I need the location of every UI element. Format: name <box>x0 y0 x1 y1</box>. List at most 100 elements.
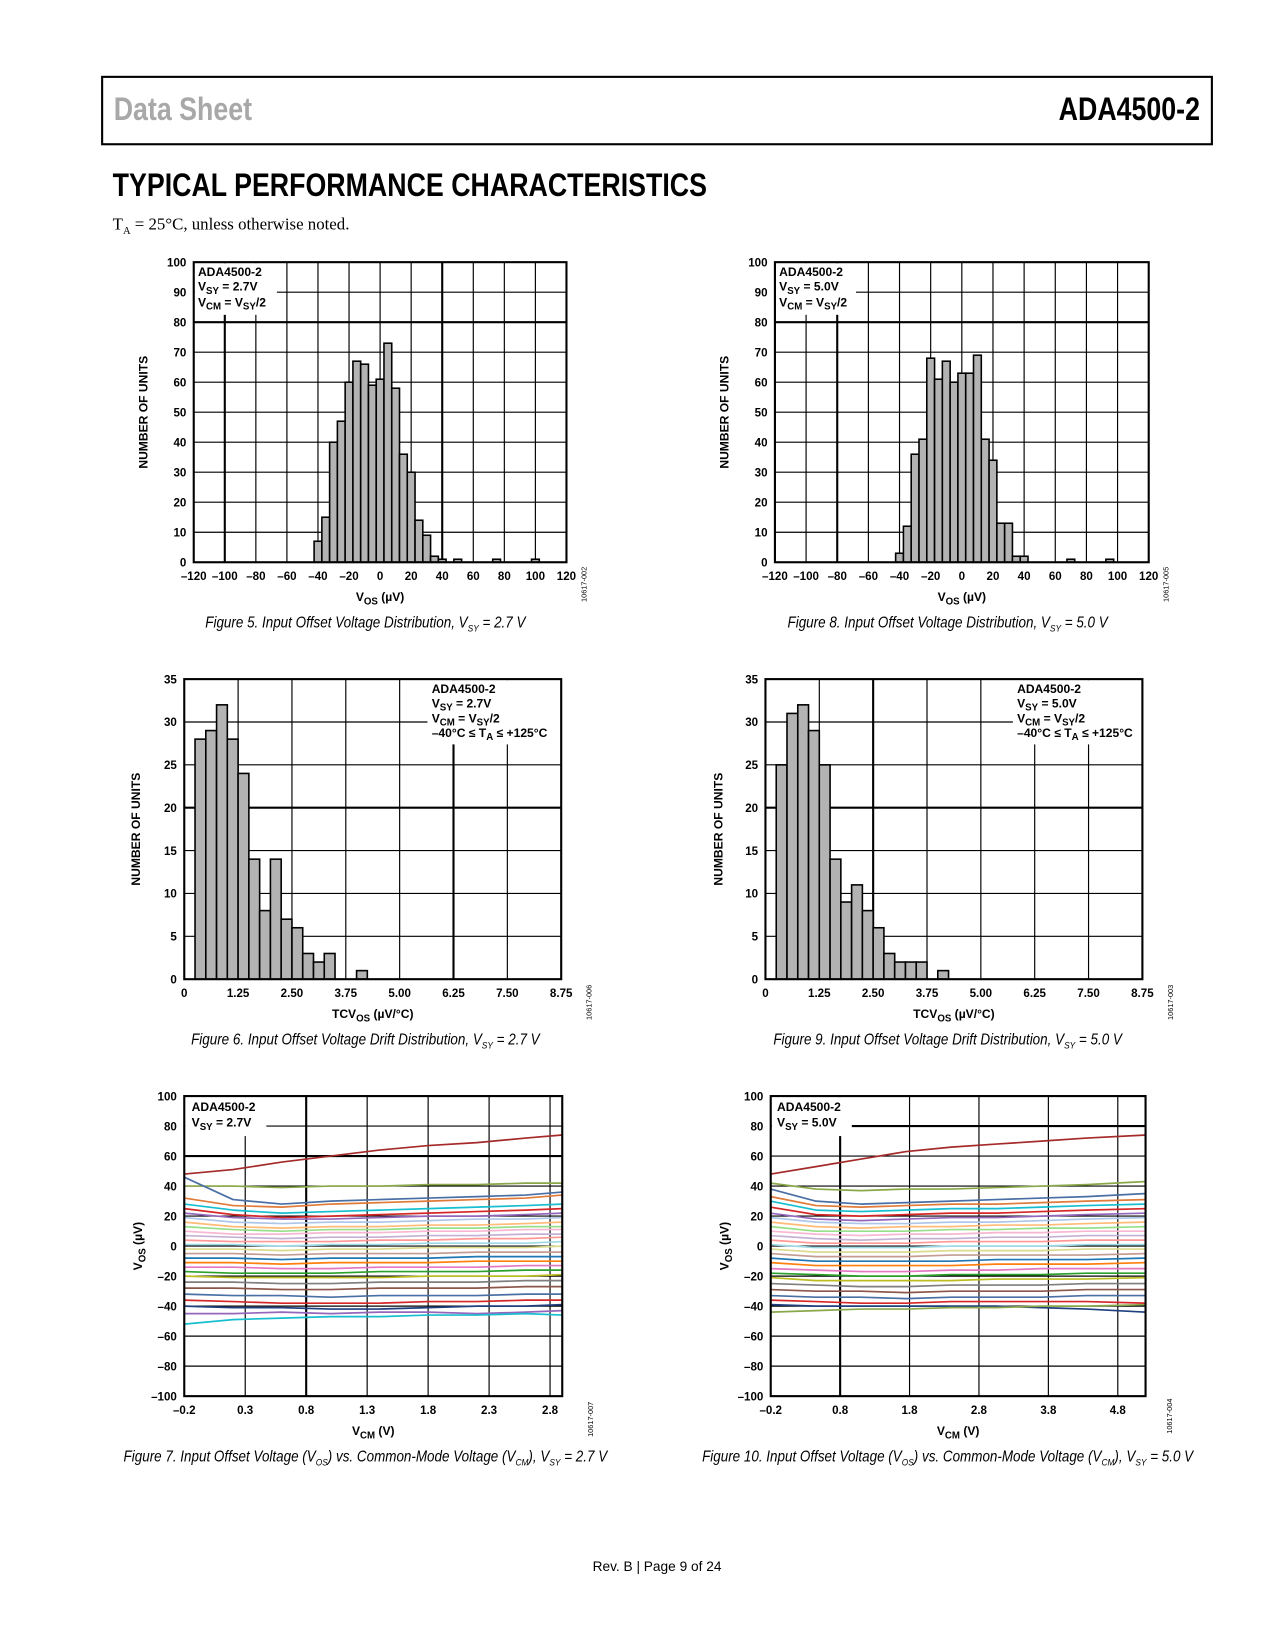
y-tick-label: 30 <box>745 717 758 729</box>
x-tick-label: 1.8 <box>420 1405 437 1417</box>
cond-sub: A <box>122 225 131 238</box>
series-group <box>770 1134 1146 1313</box>
x-tick-label: 120 <box>1139 571 1158 583</box>
text-run: = V <box>455 711 477 725</box>
text-run: TCV <box>913 1007 937 1021</box>
x-tick-label: –0.2 <box>173 1405 196 1417</box>
series-line <box>184 1134 563 1175</box>
x-tick-label: 2.50 <box>862 988 885 1000</box>
text-run: NUMBER OF UNITS <box>129 773 143 886</box>
header-part-number: ADA4500-2 <box>1058 90 1201 128</box>
x-tick-label: 0.8 <box>298 1405 315 1417</box>
text-run: Figure 10. Input Offset Voltage (V <box>702 1448 902 1466</box>
x-tick-label: 2.8 <box>971 1405 988 1417</box>
y-tick-label: 40 <box>750 1181 763 1193</box>
series-line <box>770 1234 1146 1241</box>
subscript: OS <box>724 1248 735 1263</box>
text-run: (µV) <box>960 590 986 604</box>
histogram-bar <box>915 961 928 980</box>
subscript: CM <box>945 1430 960 1441</box>
text-run: ), V <box>1114 1448 1136 1466</box>
text-run: V <box>1017 697 1025 711</box>
annotation-box <box>771 1097 852 1137</box>
text-run: ≤ +125°C <box>493 726 547 740</box>
subscript: CM <box>440 717 455 728</box>
subscript: CM <box>787 302 802 313</box>
y-tick-label: 10 <box>173 527 186 539</box>
x-tick-label: 7.50 <box>496 988 519 1000</box>
y-tick-label: 0 <box>170 974 176 986</box>
histogram-bar <box>205 729 218 980</box>
figure-caption: Figure 8. Input Offset Voltage Distribut… <box>788 615 1108 634</box>
series-line <box>770 1248 1146 1253</box>
series-line <box>770 1303 1146 1313</box>
figure-caption: Figure 10. Input Offset Voltage (VOS) vs… <box>702 1449 1193 1468</box>
series-line <box>184 1176 563 1205</box>
subscript: OS <box>364 596 379 607</box>
cond-t: T <box>112 215 123 234</box>
subscript: OS <box>315 1457 328 1468</box>
figure-id: 10617-007 <box>586 1402 595 1437</box>
series-group <box>184 1134 563 1325</box>
series-line <box>184 1299 563 1305</box>
histogram-bar <box>280 918 293 980</box>
y-tick-label: –20 <box>744 1271 763 1283</box>
histogram-bar <box>807 729 821 980</box>
histogram-bar <box>390 387 401 564</box>
text-run: (µV/°C) <box>951 1007 994 1021</box>
x-tick-label: 6.25 <box>442 988 465 1000</box>
text-run: ), V <box>528 1448 550 1466</box>
series-line <box>770 1299 1146 1305</box>
series-line <box>770 1276 1146 1282</box>
subscript: CM <box>360 1430 375 1441</box>
text-run: (V) <box>375 1424 394 1438</box>
text-run: = V <box>1040 711 1062 725</box>
y-tick-label: 70 <box>755 347 768 359</box>
x-tick-label: –60 <box>859 571 878 583</box>
y-tick-label: 5 <box>752 932 759 944</box>
y-axis-label: NUMBER OF UNITS <box>711 773 725 886</box>
histogram-bar <box>237 772 250 980</box>
y-tick-label: 50 <box>755 407 768 419</box>
figure-id: 10617-003 <box>1166 985 1175 1020</box>
text-run: V <box>779 295 787 309</box>
annotation-box <box>427 680 563 745</box>
series-line <box>770 1239 1146 1245</box>
histogram-bar <box>786 712 799 980</box>
y-tick-label: 0 <box>752 974 758 986</box>
subscript: SY <box>467 623 479 634</box>
text-run: –40°C ≤ T <box>432 726 487 740</box>
series-line <box>184 1269 563 1275</box>
series-line <box>184 1245 563 1252</box>
series-line <box>770 1243 1146 1249</box>
series-line <box>770 1294 1146 1300</box>
annotation-line: VSY = 2.7V <box>198 280 258 297</box>
y-tick-label: 70 <box>173 347 186 359</box>
x-tick-label: 0.3 <box>237 1405 254 1417</box>
histogram-bar <box>313 540 323 564</box>
y-tick-label: 35 <box>745 674 758 686</box>
y-tick-label: –100 <box>151 1391 177 1403</box>
y-tick-label: 100 <box>167 257 186 269</box>
y-tick-label: –40 <box>158 1301 177 1313</box>
y-tick-label: 60 <box>164 1151 177 1163</box>
histogram-bar <box>406 471 416 564</box>
y-tick-label: –80 <box>158 1361 177 1373</box>
x-tick-label: 8.75 <box>550 988 573 1000</box>
series-line <box>770 1200 1146 1213</box>
series-line <box>184 1240 563 1247</box>
text-run: ≤ +125°C <box>1079 726 1133 740</box>
text-run: V <box>352 1424 360 1438</box>
histogram-bar <box>355 969 369 980</box>
subscript: A <box>486 732 493 743</box>
x-axis-label: VOS (µV) <box>938 590 987 607</box>
x-tick-label: 100 <box>526 571 545 583</box>
annotation-line: VCM = VSY/2 <box>198 295 266 312</box>
histogram-bar <box>344 381 354 564</box>
text-run: TCV <box>332 1007 356 1021</box>
annotation-line: ADA4500-2 <box>198 265 262 279</box>
text-run: ) vs. Common-Mode Voltage (V <box>913 1448 1102 1466</box>
histogram-bar <box>840 901 853 980</box>
